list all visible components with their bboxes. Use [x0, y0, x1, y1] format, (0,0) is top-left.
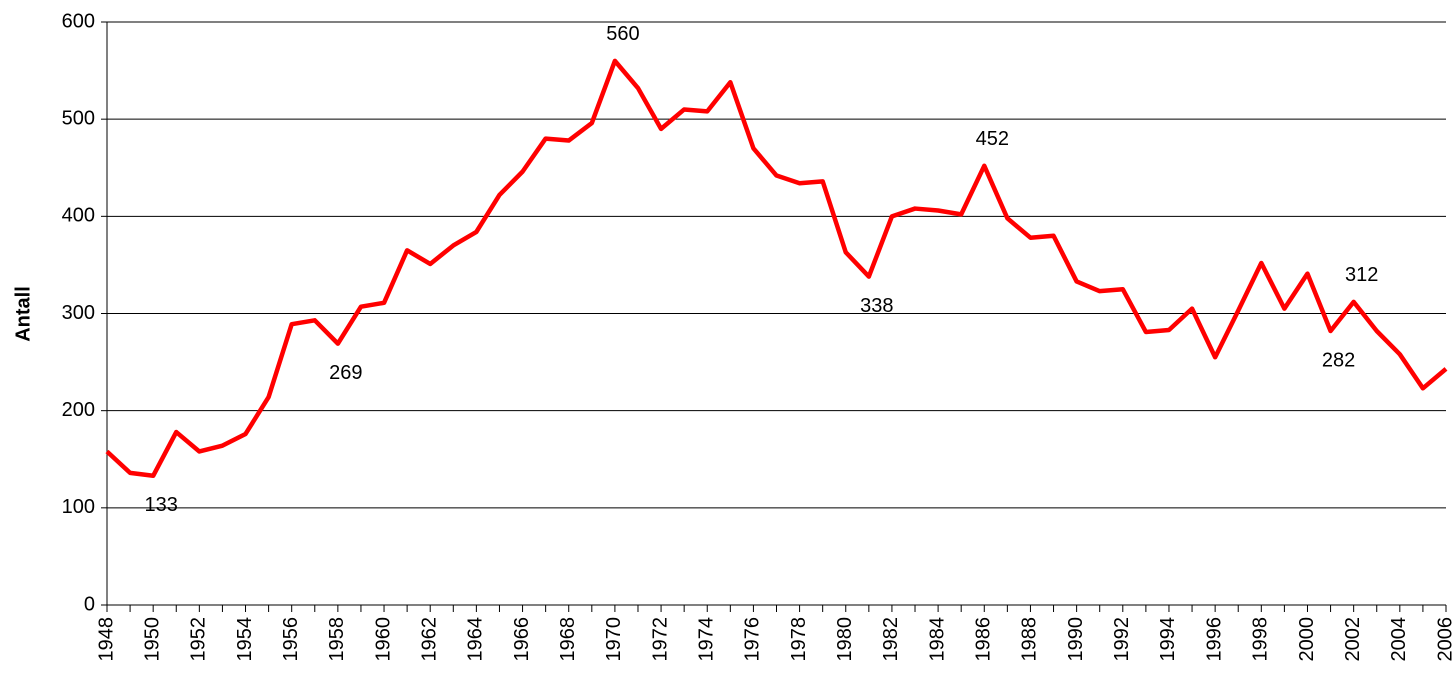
- data-label: 452: [976, 128, 1009, 150]
- x-tick-label: 1970: [603, 617, 625, 662]
- y-tick-label: 300: [62, 302, 95, 324]
- x-tick-label: 1968: [557, 617, 579, 662]
- x-tick-label: 2006: [1434, 617, 1456, 662]
- x-tick-label: 1986: [973, 617, 995, 662]
- y-tick-label: 100: [62, 496, 95, 518]
- data-label: 560: [606, 23, 639, 45]
- x-tick-label: 1992: [1111, 617, 1133, 662]
- x-tick-label: 1972: [649, 617, 671, 662]
- x-tick-label: 2002: [1342, 617, 1364, 662]
- x-tick-label: 1948: [95, 617, 117, 662]
- y-tick-label: 600: [62, 10, 95, 32]
- x-tick-label: 1960: [372, 617, 394, 662]
- x-tick-label: 1952: [188, 617, 210, 662]
- y-tick-label: 200: [62, 399, 95, 421]
- data-line: [105, 58, 1448, 479]
- x-tick-label: 1988: [1019, 617, 1041, 662]
- x-tick-label: 1950: [141, 617, 163, 662]
- x-tick-label: 1966: [511, 617, 533, 662]
- x-tick-label: 1964: [465, 617, 487, 662]
- x-tick-label: 2004: [1388, 617, 1410, 662]
- x-tick-label: 1990: [1065, 617, 1087, 662]
- data-label: 338: [860, 295, 893, 317]
- data-label: 133: [144, 494, 177, 516]
- x-tick-label: 1982: [880, 617, 902, 662]
- data-label: 312: [1345, 264, 1378, 286]
- x-tick-label: 1954: [234, 617, 256, 662]
- x-tick-label: 1974: [696, 617, 718, 662]
- y-tick-label: 400: [62, 205, 95, 227]
- x-tick-label: 1976: [742, 617, 764, 662]
- x-tick-label: 1956: [280, 617, 302, 662]
- data-label: 282: [1322, 349, 1355, 371]
- y-tick-label: 0: [84, 593, 95, 615]
- x-tick-label: 1998: [1250, 617, 1272, 662]
- x-tick-label: 1980: [834, 617, 856, 662]
- x-tick-label: 1994: [1157, 617, 1179, 662]
- y-axis-label: Antall: [12, 286, 34, 342]
- data-label: 269: [329, 362, 362, 384]
- x-tick-label: 1962: [418, 617, 440, 662]
- x-tick-label: 1958: [326, 617, 348, 662]
- x-tick-label: 2000: [1296, 617, 1318, 662]
- x-tick-label: 1984: [926, 617, 948, 662]
- y-tick-label: 500: [62, 107, 95, 129]
- x-tick-label: 1978: [788, 617, 810, 662]
- x-tick-label: 1996: [1203, 617, 1225, 662]
